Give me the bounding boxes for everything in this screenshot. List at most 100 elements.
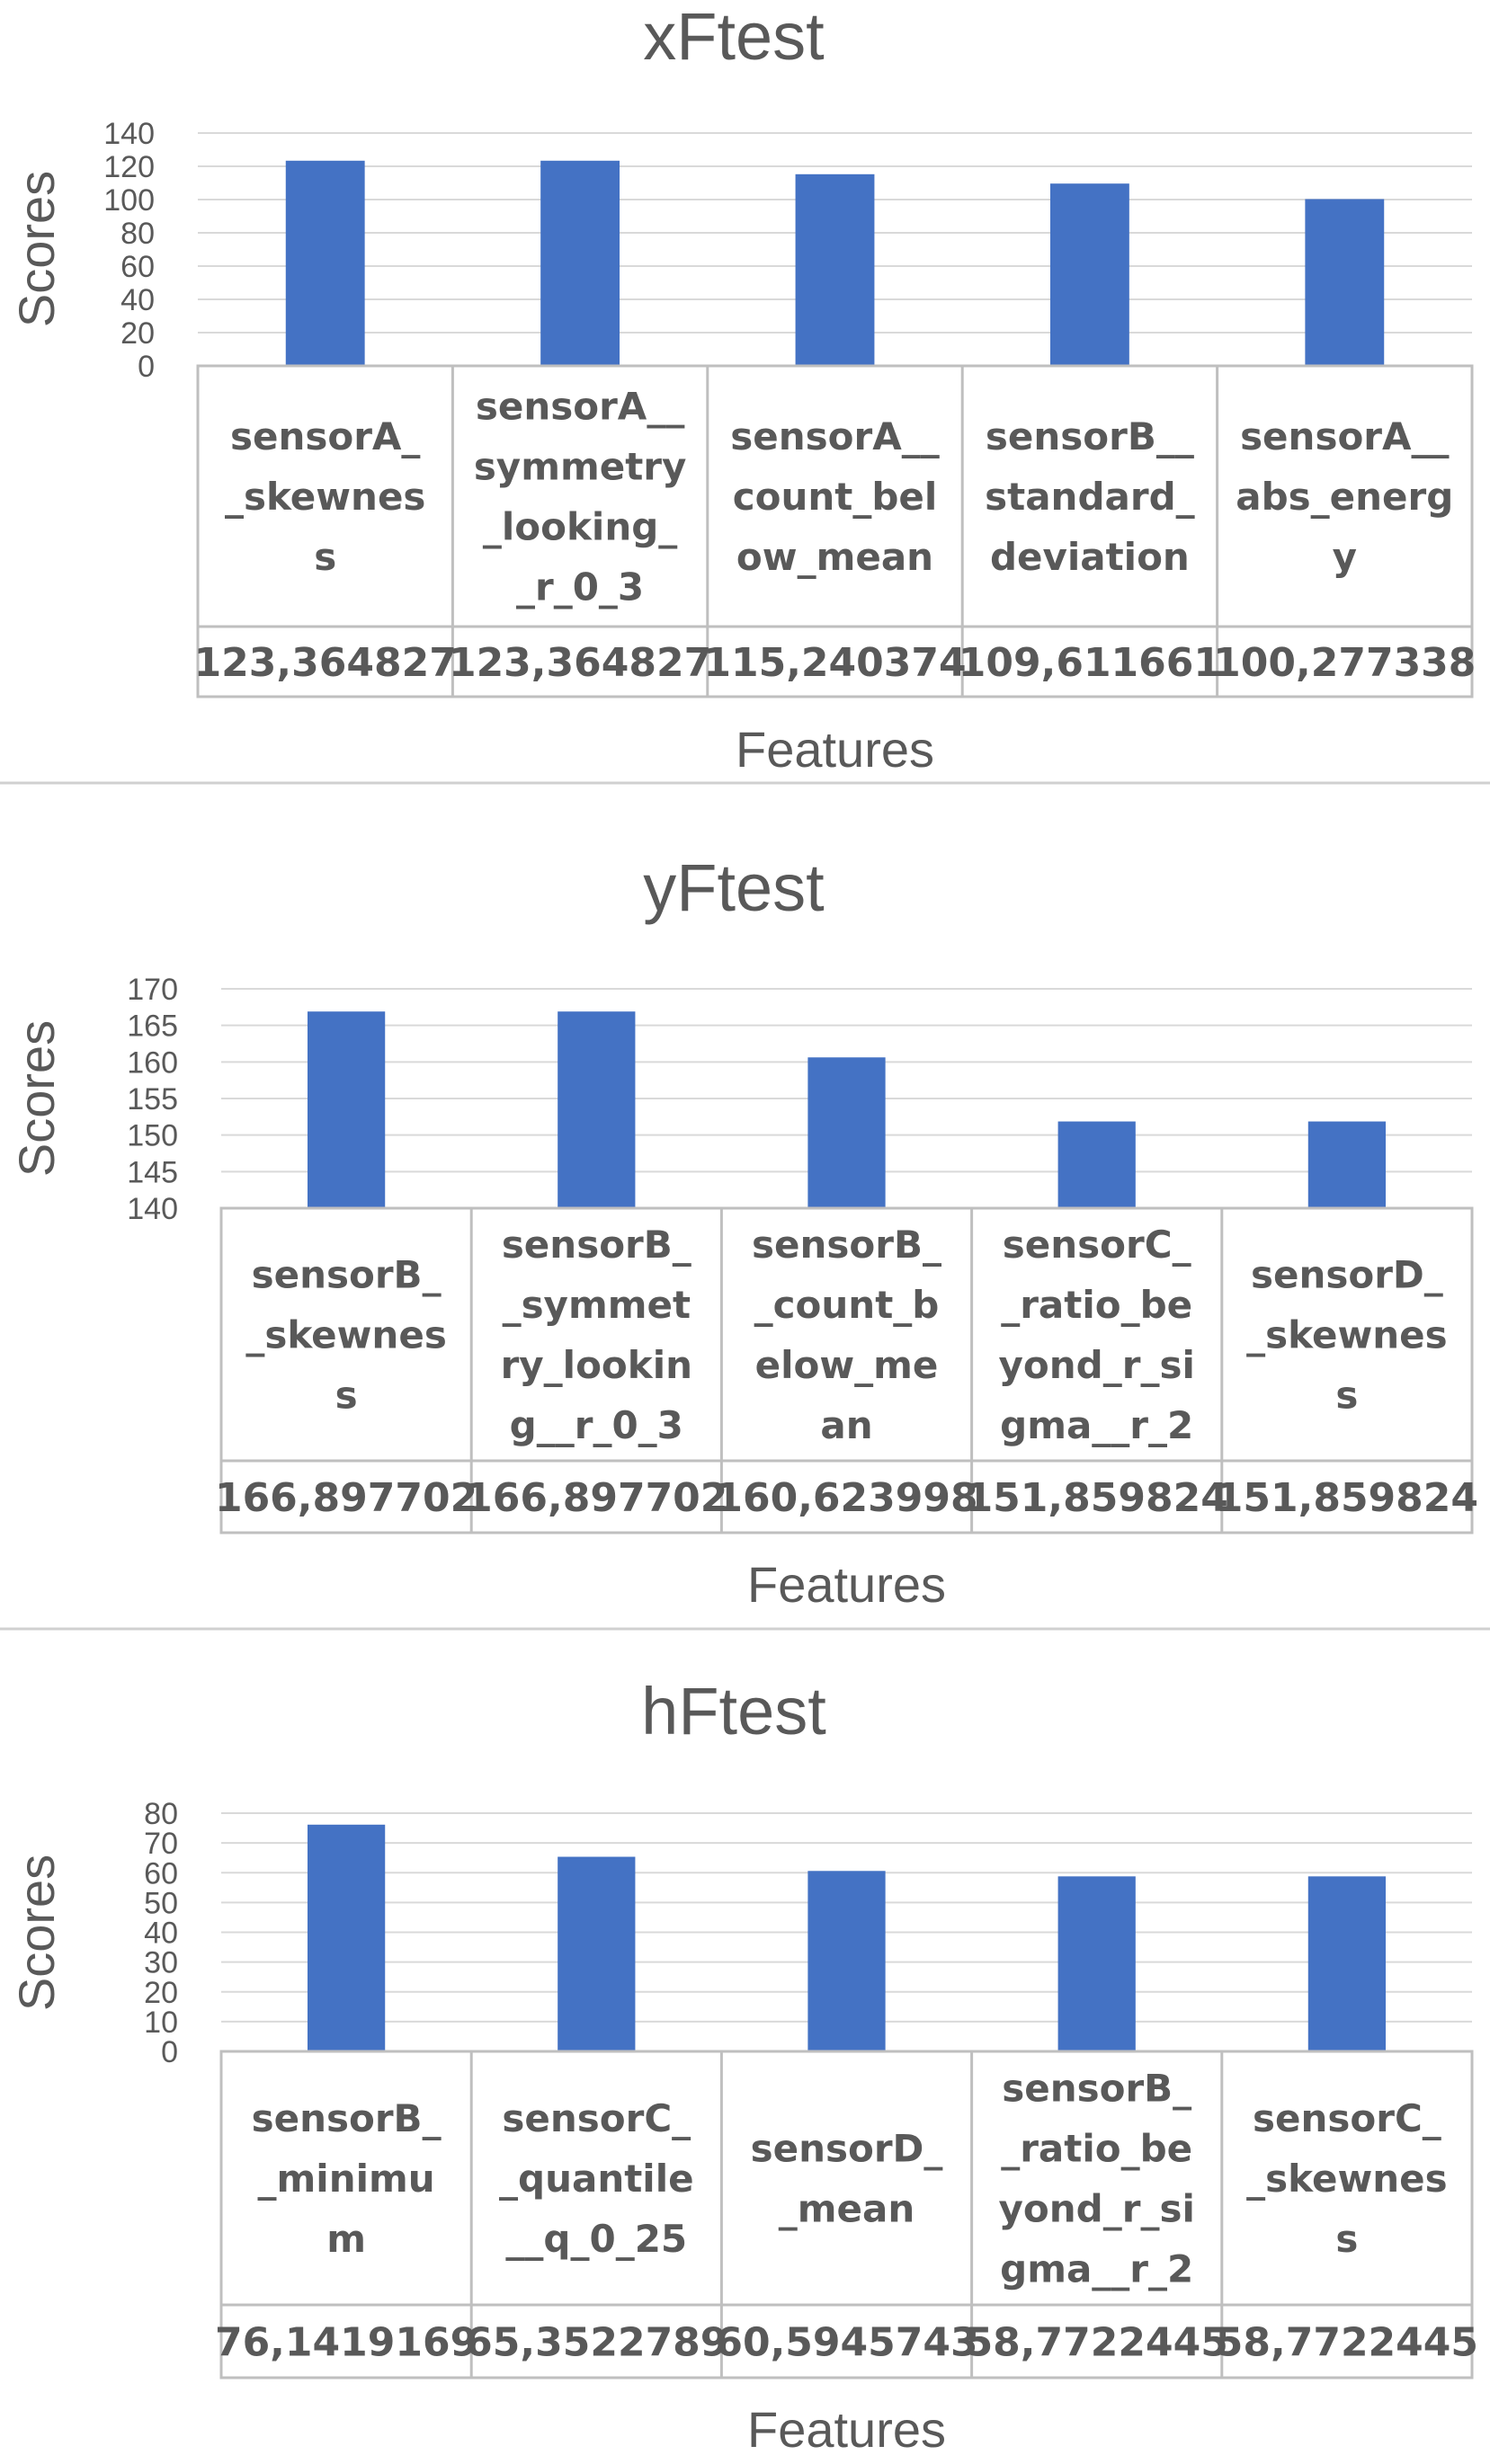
x-tick-label-line: __q_0_25 [505, 2217, 687, 2261]
data-label: 109,611661 [959, 640, 1221, 686]
data-label: 115,240374 [703, 640, 966, 686]
bar [285, 160, 365, 366]
y-tick-label: 150 [127, 1119, 178, 1153]
x-tick-label-line: yond_r_si [999, 2187, 1195, 2231]
y-tick-label: 30 [144, 1946, 178, 1980]
x-tick-label-line: s [335, 1374, 358, 1418]
x-tick-label-line: sensorB_ [252, 2096, 442, 2140]
data-label: 151,859824 [1216, 1475, 1478, 1521]
y-tick-label: 70 [144, 1827, 178, 1861]
x-tick-label: sensorC_ _skewnes s [1246, 2096, 1447, 2261]
x-tick-label-line: _quantile [499, 2157, 694, 2201]
x-tick-label-line: sensorD_ [751, 2127, 943, 2171]
data-table-border [219, 2050, 1474, 2379]
bar [1305, 199, 1385, 366]
bar [307, 1011, 386, 1208]
x-tick-label-line: s [314, 535, 336, 579]
y-tick-label: 80 [144, 1797, 178, 1831]
x-tick-label-line: ow_mean [736, 535, 933, 579]
x-tick-label: sensorC_ _ratio_be yond_r_si gma__r_2 [999, 1223, 1195, 1447]
x-tick-label-line: _skewnes [245, 1313, 446, 1357]
x-tick-label: sensorC_ _quantile __q_0_25 [499, 2096, 694, 2261]
y-tick-label: 140 [103, 117, 155, 151]
data-label: 65,3522789 [465, 2320, 727, 2366]
chart-title: yFtest [643, 850, 825, 925]
x-tick-label-line: sensorB_ [252, 1253, 442, 1297]
x-tick-label-line: _mean [779, 2187, 915, 2231]
x-tick-label-line: y [1333, 535, 1357, 579]
x-axis-label: Features [747, 1556, 946, 1613]
x-axis-label: Features [747, 2401, 946, 2458]
x-tick-label-line: _skewnes [225, 475, 425, 519]
x-tick-label-line: s [1335, 2217, 1358, 2261]
bar [558, 1011, 636, 1208]
x-tick-label-line: sensorB_ [502, 1223, 691, 1267]
bar [1057, 1876, 1136, 2051]
y-tick-label: 60 [144, 1856, 178, 1890]
chart-title: hFtest [641, 1674, 826, 1748]
x-tick-label-line: sensorB_ [1002, 2067, 1191, 2111]
x-tick-label-line: deviation [990, 535, 1190, 579]
y-tick-label: 80 [120, 217, 155, 251]
x-tick-label: sensorD_ _skewnes s [1246, 1253, 1447, 1418]
x-tick-label-line: _ratio_be [1001, 2127, 1192, 2171]
data-label: 100,277338 [1213, 640, 1476, 686]
bar [1307, 1121, 1387, 1208]
x-tick-label-line: _minimu [258, 2157, 435, 2201]
y-tick-label: 145 [127, 1155, 178, 1189]
y-tick-label: 100 [103, 183, 155, 218]
y-tick-label: 40 [144, 1917, 178, 1951]
x-tick-label-line: sensorD_ [1251, 1253, 1443, 1297]
x-tick-label-line: symmetry [474, 445, 687, 489]
bar [807, 1057, 886, 1208]
y-tick-label: 60 [120, 250, 155, 284]
x-tick-label-line: _ratio_be [1001, 1283, 1192, 1327]
x-tick-label-line: g__r_0_3 [510, 1403, 683, 1447]
data-label: 166,897702 [465, 1475, 727, 1521]
x-tick-label-line: _r_0_3 [516, 565, 644, 609]
y-tick-label: 140 [127, 1192, 178, 1226]
x-tick-label-line: sensorA__ [1240, 414, 1449, 458]
data-label: 123,364827 [449, 640, 711, 686]
y-tick-label: 170 [127, 973, 178, 1007]
x-tick-label-line: gma__r_2 [1000, 1403, 1193, 1447]
data-label: 151,859824 [966, 1475, 1228, 1521]
y-axis-label: Scores [8, 1855, 65, 2011]
data-table-border [219, 1206, 1474, 1534]
y-tick-label: 120 [103, 150, 155, 184]
bar [795, 173, 875, 366]
x-tick-label-line: _skewnes [1246, 2157, 1447, 2201]
data-label: 166,897702 [215, 1475, 477, 1521]
y-tick-label: 40 [120, 283, 155, 317]
x-tick-label-line: ry_lookin [501, 1343, 692, 1387]
x-tick-label-line: _skewnes [1246, 1313, 1447, 1357]
data-label: 60,5945743 [715, 2320, 977, 2366]
data-label: 160,623998 [715, 1475, 977, 1521]
data-label: 58,7722445 [1216, 2320, 1478, 2366]
y-axis-label: Scores [8, 1020, 65, 1177]
y-tick-label: 165 [127, 1010, 178, 1044]
chart-title: xFtest [643, 0, 825, 74]
y-tick-label: 20 [144, 1976, 178, 2010]
x-tick-label-line: yond_r_si [999, 1343, 1195, 1387]
data-label: 58,7722445 [966, 2320, 1228, 2366]
x-tick-label-line: elow_me [755, 1343, 939, 1387]
x-tick-label-line: sensorA__ [730, 414, 939, 458]
y-tick-label: 10 [144, 2006, 178, 2040]
data-label: 123,364827 [194, 640, 457, 686]
y-tick-label: 20 [120, 316, 155, 351]
x-tick-label-line: sensorB_ [752, 1223, 941, 1267]
bar [1049, 183, 1129, 366]
y-axis-label: Scores [8, 171, 65, 327]
y-tick-label: 0 [138, 350, 155, 384]
x-tick-label-line: sensorB__ [986, 414, 1194, 458]
x-tick-label-line: m [326, 2217, 366, 2261]
x-tick-label-line: sensorA_ [230, 414, 420, 458]
x-tick-label-line: gma__r_2 [1000, 2247, 1193, 2291]
x-tick-label-line: abs_energ [1236, 475, 1453, 519]
